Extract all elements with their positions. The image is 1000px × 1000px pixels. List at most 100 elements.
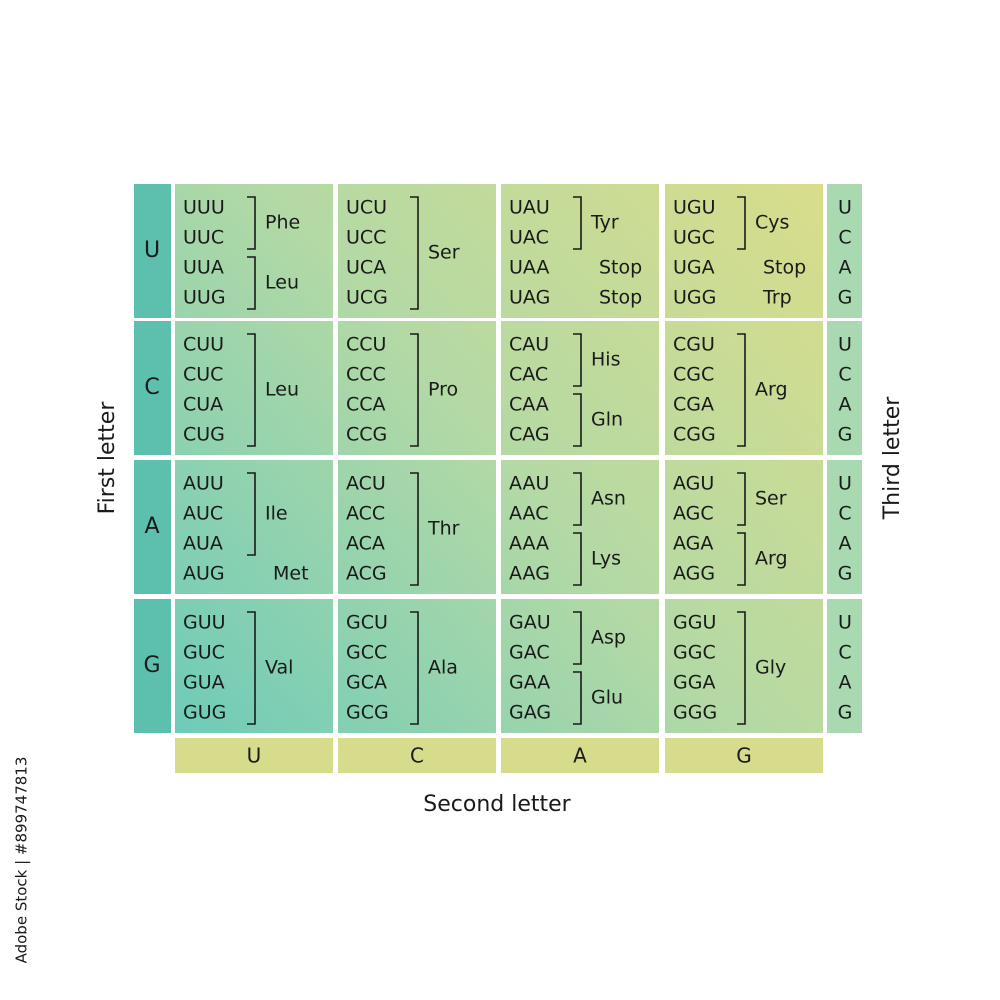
codon: GUC xyxy=(183,642,225,664)
first-letter: A xyxy=(144,514,159,539)
amino-acid: Asp xyxy=(591,627,626,649)
codon: UAC xyxy=(509,227,549,249)
codon-cell xyxy=(501,321,659,455)
codon: CGU xyxy=(673,334,715,356)
codon: GAU xyxy=(509,612,551,634)
third-letter: G xyxy=(838,287,853,309)
codon-cell xyxy=(665,184,823,318)
amino-acid: Arg xyxy=(755,379,788,401)
third-letter: A xyxy=(839,394,852,416)
bracket xyxy=(247,611,256,725)
codon: AGC xyxy=(673,503,714,525)
second-letter-title: Second letter xyxy=(423,792,571,817)
codon: GUG xyxy=(183,702,226,724)
codon-cell xyxy=(175,321,333,455)
codon-cell xyxy=(338,599,496,733)
second-letter-cell xyxy=(665,738,823,773)
codon: ACA xyxy=(346,533,385,555)
second-letter: A xyxy=(573,744,587,768)
amino-acid: Leu xyxy=(265,379,299,401)
codon: UUU xyxy=(183,197,225,219)
first-letter-cell xyxy=(134,184,171,318)
amino-acid: Stop xyxy=(763,257,806,279)
amino-acid: Stop xyxy=(599,257,642,279)
second-letter-cell xyxy=(501,738,659,773)
third-letter: U xyxy=(838,197,852,219)
amino-acid: Trp xyxy=(762,287,792,309)
first-letter-title: First letter xyxy=(95,401,120,515)
amino-acid: Glu xyxy=(591,687,623,709)
third-letter: U xyxy=(838,334,852,356)
codon: UCG xyxy=(346,287,388,309)
codon-cell xyxy=(338,184,496,318)
bracket xyxy=(573,333,582,387)
codon-cell xyxy=(501,599,659,733)
codon: UGC xyxy=(673,227,715,249)
bracket xyxy=(247,256,256,310)
codon-cell xyxy=(175,184,333,318)
amino-acid: Ala xyxy=(428,657,458,679)
codon: GGC xyxy=(673,642,716,664)
codon: CUG xyxy=(183,424,225,446)
codon: AAU xyxy=(509,473,549,495)
codon: UGA xyxy=(673,257,715,279)
third-letter-cell xyxy=(827,321,862,455)
amino-acid: Ile xyxy=(265,503,288,525)
amino-acid: Val xyxy=(265,657,293,679)
codon: AUA xyxy=(183,533,223,555)
codon-cell xyxy=(175,599,333,733)
bracket xyxy=(573,611,582,665)
amino-acid: Lys xyxy=(591,548,621,570)
third-letter-title: Third letter xyxy=(880,396,905,521)
codon: GGA xyxy=(673,672,715,694)
codon-cell xyxy=(338,321,496,455)
third-letter: G xyxy=(838,424,853,446)
bracket xyxy=(737,532,746,586)
codon: CAU xyxy=(509,334,549,356)
codon: ACC xyxy=(346,503,385,525)
bracket xyxy=(573,472,582,526)
bracket xyxy=(737,472,746,526)
codon-cell xyxy=(665,321,823,455)
codon: UCU xyxy=(346,197,387,219)
third-letter: C xyxy=(838,503,851,525)
bracket xyxy=(573,532,582,586)
codon: GGU xyxy=(673,612,716,634)
second-letter: G xyxy=(736,744,752,768)
bracket xyxy=(247,333,256,447)
codon: GCU xyxy=(346,612,388,634)
codon: UCC xyxy=(346,227,386,249)
third-letter: A xyxy=(839,672,852,694)
codon: GUA xyxy=(183,672,225,694)
codon: CAA xyxy=(509,394,549,416)
bracket xyxy=(737,611,746,725)
third-letter: G xyxy=(838,563,853,585)
amino-acid: His xyxy=(591,349,620,371)
codon: UUC xyxy=(183,227,224,249)
codon: UCA xyxy=(346,257,386,279)
codon: ACU xyxy=(346,473,386,495)
amino-acid: Pro xyxy=(428,379,458,401)
amino-acid: Gln xyxy=(591,409,623,431)
amino-acid: Ser xyxy=(755,488,787,510)
amino-acid: Tyr xyxy=(590,212,619,234)
bracket xyxy=(573,196,582,250)
third-letter: C xyxy=(838,642,851,664)
first-letter: U xyxy=(144,238,160,263)
amino-acid: Arg xyxy=(755,548,788,570)
bracket xyxy=(737,196,746,250)
codon: CCC xyxy=(346,364,386,386)
third-letter: A xyxy=(839,533,852,555)
amino-acid: Asn xyxy=(591,488,626,510)
first-letter-cell xyxy=(134,321,171,455)
codon: GCC xyxy=(346,642,387,664)
bracket xyxy=(737,333,746,447)
third-letter: U xyxy=(838,612,852,634)
first-letter: C xyxy=(144,375,159,400)
third-letter-cell xyxy=(827,460,862,594)
third-letter: A xyxy=(839,257,852,279)
amino-acid: Met xyxy=(273,563,309,585)
amino-acid: Gly xyxy=(755,657,786,679)
codon: AGU xyxy=(673,473,714,495)
